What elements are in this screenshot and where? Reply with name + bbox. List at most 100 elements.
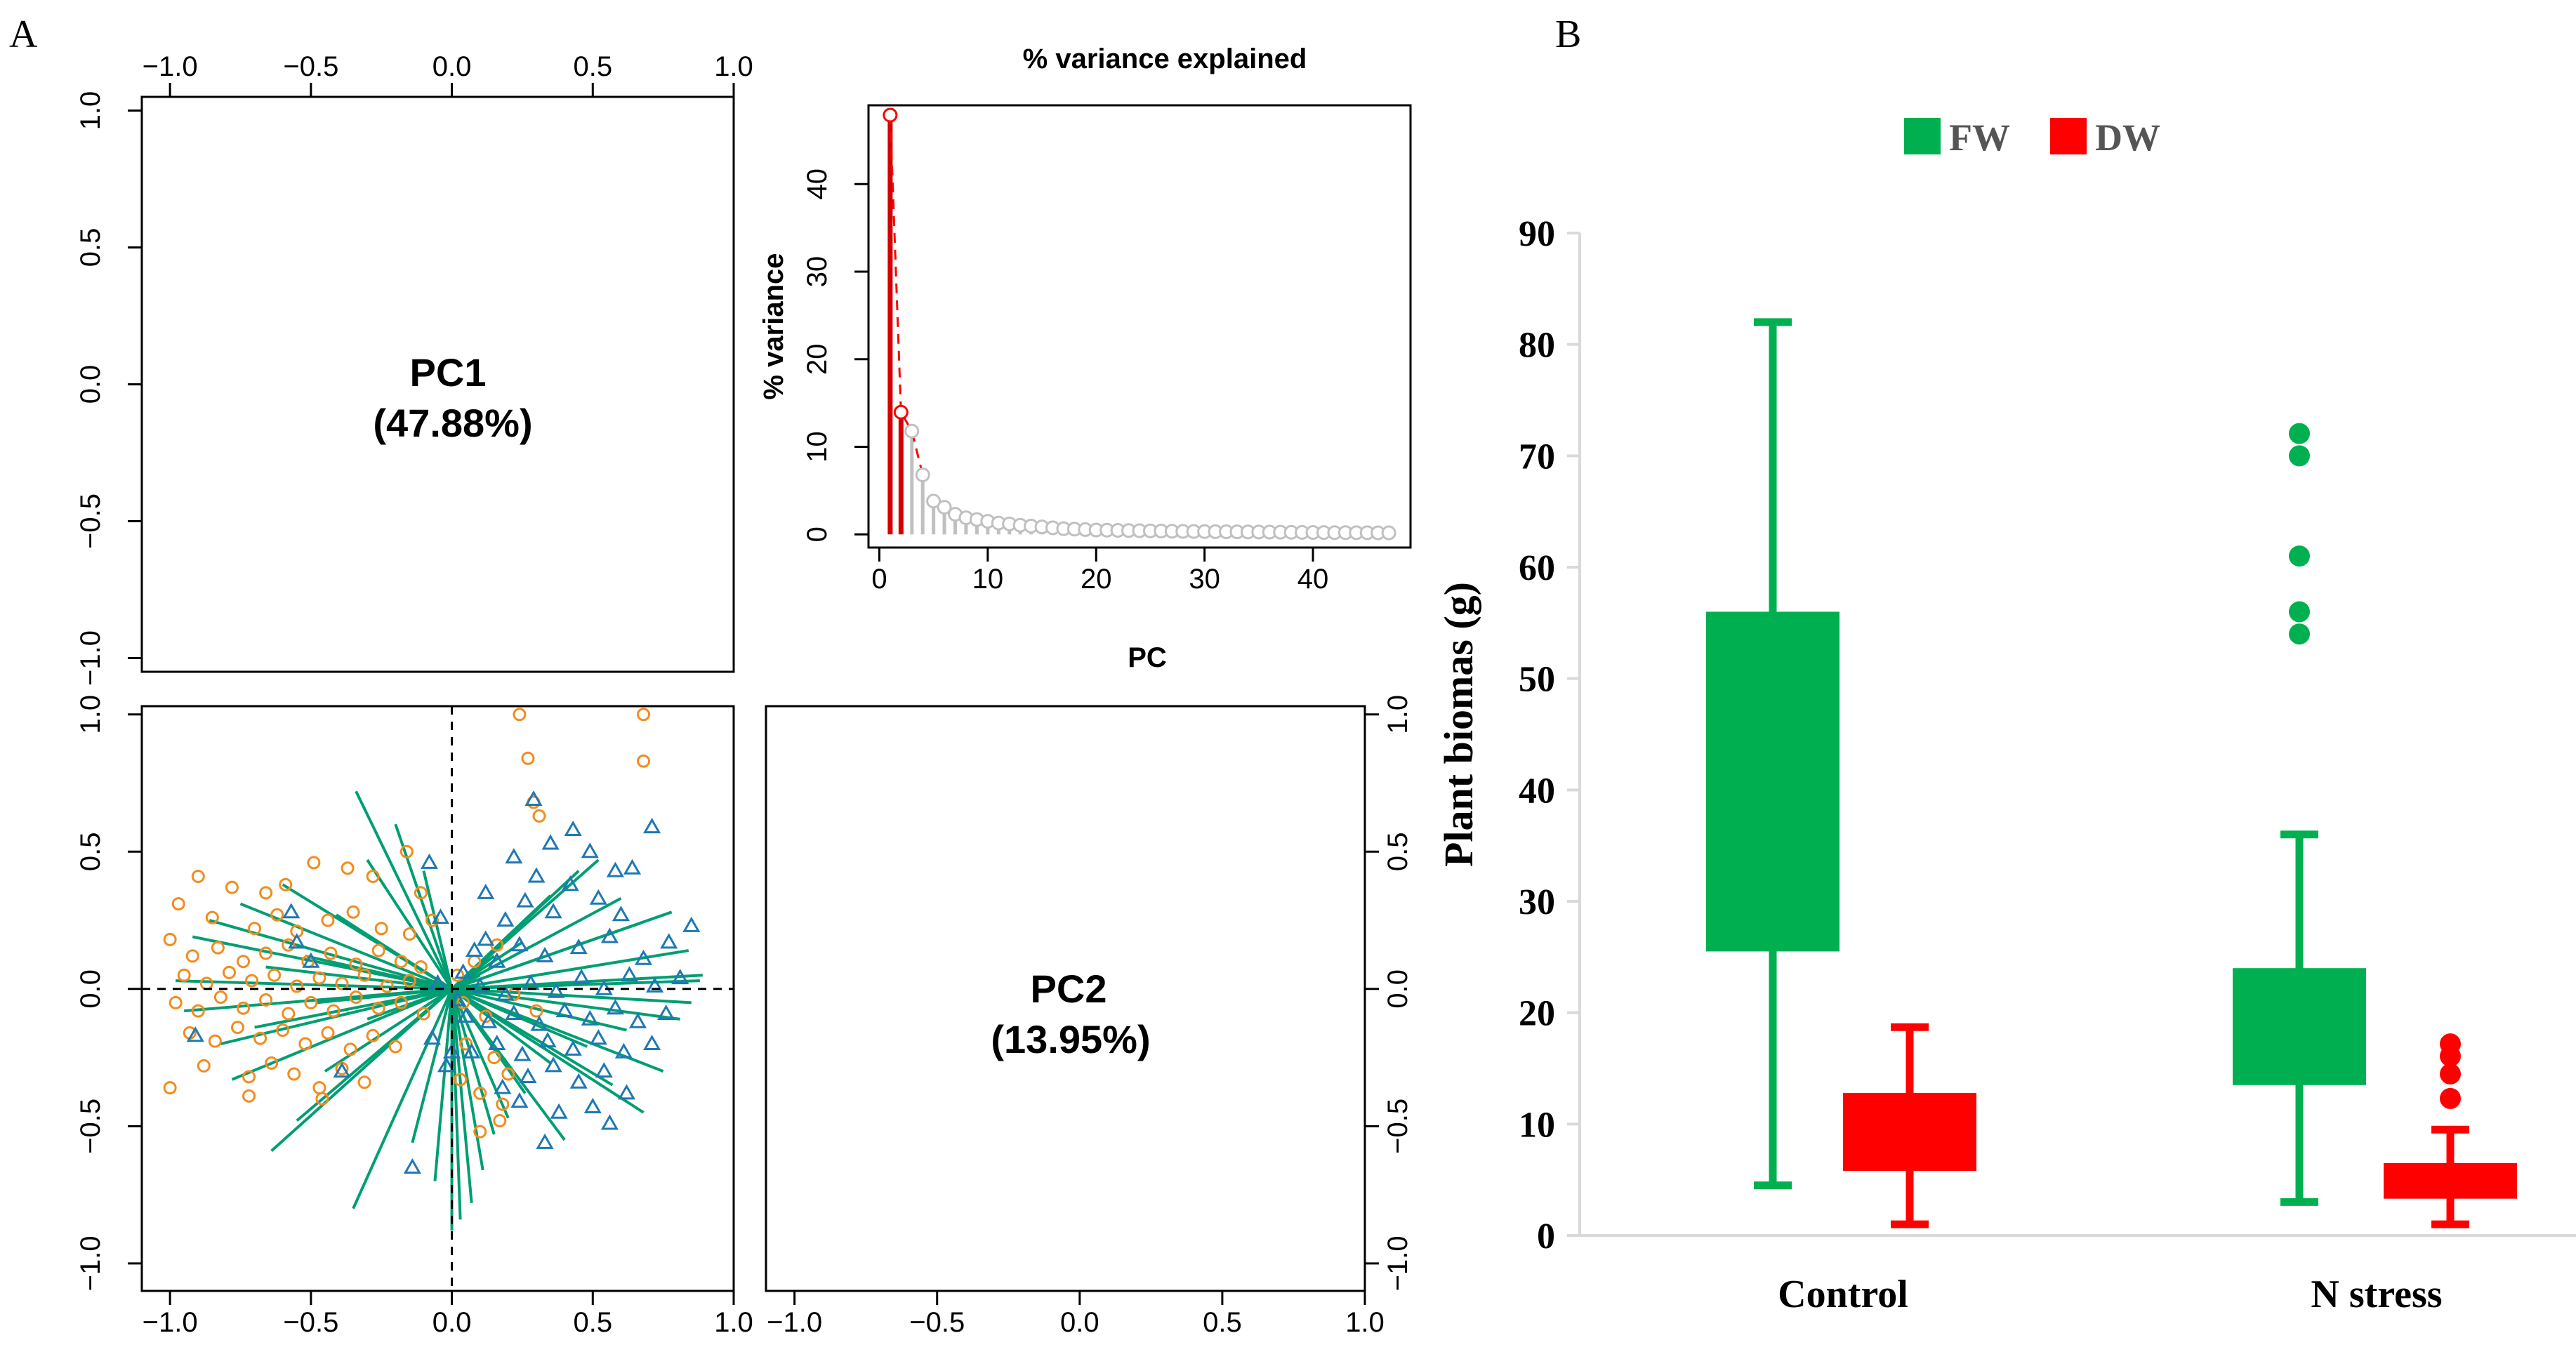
- pc1-y-ticks: −1.0 −0.5 0.0 0.5 1.0: [75, 91, 142, 686]
- score-point-circle: [357, 1075, 371, 1089]
- score-point-circle: [501, 1067, 515, 1081]
- score-point-circle: [349, 957, 363, 972]
- box-outlier: [2440, 1063, 2461, 1085]
- score-point-triangle: [541, 834, 560, 850]
- score-point-triangle: [488, 952, 506, 968]
- y-tick-label: 60: [1519, 548, 1555, 588]
- score-point-triangle: [302, 952, 320, 968]
- loading-vector: [451, 974, 481, 990]
- score-point-circle: [270, 908, 284, 922]
- score-point-circle: [191, 1004, 205, 1018]
- y-tick-label: 10: [802, 431, 833, 463]
- loading-vector: [394, 823, 454, 990]
- score-point-circle: [312, 971, 326, 985]
- y-tick-label: 0: [1537, 1217, 1555, 1257]
- score-point-circle: [242, 1070, 256, 1084]
- biplot-panel: −1.0 −0.5 0.0 0.5 1.0 −1.0 −0.5 0.0 0.5 1.0: [75, 695, 753, 1338]
- score-point-circle: [222, 965, 236, 979]
- biomass-legend: FW DW: [1904, 117, 2160, 159]
- score-point-circle: [399, 844, 414, 859]
- y-tick-label: 0.0: [1382, 969, 1413, 1009]
- loading-vector: [450, 988, 510, 1119]
- loading-vector: [451, 896, 622, 990]
- score-point-circle: [425, 913, 439, 927]
- score-point-circle: [213, 990, 227, 1005]
- score-point-triangle: [595, 1062, 613, 1078]
- score-point-circle: [513, 708, 527, 722]
- loading-vector: [366, 859, 454, 990]
- score-point-circle: [205, 910, 219, 924]
- score-point-triangle: [539, 1032, 557, 1048]
- pc2-variance: (13.95%): [991, 1017, 1150, 1061]
- pc2-panel: −1.0 −0.5 0.0 0.5 1.0 −1.0−0.50.00.51.0 PC2 …: [765, 695, 1413, 1338]
- score-point-triangle: [600, 927, 619, 943]
- score-point-triangle: [561, 875, 579, 891]
- score-point-triangle: [519, 1067, 537, 1083]
- score-point-triangle: [569, 939, 588, 955]
- x-tick-label: 40: [1297, 564, 1329, 595]
- score-point-circle: [208, 1034, 222, 1048]
- score-point-triangle: [547, 982, 565, 998]
- score-point-circle: [171, 897, 185, 911]
- y-tick-label: −0.5: [75, 1099, 106, 1154]
- score-point-circle: [374, 922, 388, 936]
- loading-vector: [451, 955, 496, 990]
- score-point-triangle: [471, 976, 489, 993]
- score-point-triangle: [671, 969, 689, 985]
- score-point-triangle: [477, 883, 495, 899]
- score-point-triangle: [581, 842, 599, 859]
- box-body: [1706, 611, 1839, 952]
- score-point-triangle: [606, 999, 624, 1015]
- score-point-circle: [245, 974, 259, 988]
- score-point-triangle: [544, 1056, 562, 1073]
- score-point-circle: [402, 974, 416, 988]
- score-point-triangle: [403, 1158, 421, 1174]
- x-tick-label: 0.0: [1060, 1307, 1099, 1338]
- y-tick-label: 90: [1519, 214, 1555, 254]
- score-point-circle: [298, 1037, 312, 1051]
- scree-ylabel: % variance: [758, 253, 789, 399]
- loading-vector: [451, 922, 642, 990]
- score-point-circle: [366, 869, 380, 883]
- score-point-circle: [259, 946, 273, 960]
- scree-trend-line: [889, 114, 924, 475]
- y-tick-label: 1.0: [75, 695, 106, 734]
- y-tick-label: 50: [1519, 660, 1555, 700]
- box-outlier: [2289, 445, 2310, 467]
- box-outlier: [2440, 1033, 2461, 1055]
- panel-label-b: B: [1555, 13, 1581, 56]
- score-point-circle: [315, 1092, 329, 1106]
- score-point-triangle: [480, 1012, 498, 1028]
- score-point-triangle: [569, 1073, 588, 1089]
- score-point-circle: [402, 927, 416, 941]
- score-point-triangle: [457, 1007, 475, 1023]
- loading-vector: [451, 974, 703, 990]
- score-point-triangle: [505, 848, 523, 864]
- score-point-circle: [324, 946, 338, 960]
- score-point-circle: [349, 990, 363, 1005]
- loading-vector: [451, 987, 680, 1021]
- pc2-label: PC2: [1031, 967, 1107, 1011]
- loading-vector: [176, 979, 452, 990]
- score-point-circle: [197, 1059, 211, 1073]
- scree-xlabel: PC: [1128, 642, 1167, 673]
- score-point-triangle: [589, 889, 607, 905]
- score-point-circle: [163, 932, 177, 946]
- score-point-circle: [532, 809, 546, 823]
- score-point-triangle: [423, 1029, 442, 1045]
- y-tick-label: 40: [802, 168, 833, 200]
- score-point-triangle: [442, 1042, 461, 1059]
- score-point-circle: [335, 976, 349, 990]
- biplot-frame: [140, 705, 735, 1292]
- score-point-circle: [454, 1073, 468, 1087]
- loading-vector: [411, 988, 454, 1143]
- y-tick-label: 0.5: [75, 832, 106, 871]
- score-point-triangle: [623, 859, 642, 875]
- score-point-circle: [287, 1067, 301, 1081]
- score-point-triangle: [333, 1062, 351, 1078]
- biplot-points: [163, 708, 701, 1174]
- score-point-circle: [380, 979, 394, 993]
- score-point-circle: [304, 995, 318, 1009]
- biplot-loadings: [176, 790, 703, 1231]
